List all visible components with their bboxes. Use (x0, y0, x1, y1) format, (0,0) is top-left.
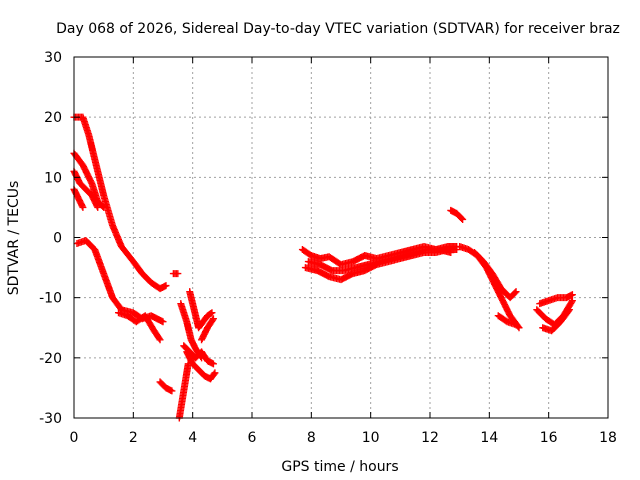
grid-layer (74, 57, 608, 418)
data-point-marker (512, 288, 520, 296)
series-track-e (73, 237, 167, 326)
x-tick-label: 18 (599, 430, 617, 446)
data-point-marker (174, 270, 182, 278)
series-track-m (183, 348, 219, 383)
series-track-x (539, 306, 573, 335)
x-axis-label: GPS time / hours (281, 459, 398, 475)
x-tick-label: 4 (188, 430, 197, 446)
series-track-f (115, 309, 164, 344)
y-axis-label: SDTVAR / TECUs (6, 181, 22, 296)
data-point-marker (568, 298, 576, 306)
x-tick-label: 10 (362, 430, 380, 446)
series-track-q (304, 246, 455, 275)
data-point-marker (209, 360, 217, 368)
data-points (70, 113, 576, 422)
x-tick-label: 12 (421, 430, 439, 446)
y-tick-label: -20 (39, 351, 62, 367)
data-point-marker (208, 309, 216, 317)
data-point-marker (447, 249, 455, 257)
data-point-marker (209, 315, 217, 323)
data-point-marker (159, 318, 167, 326)
series-track-c (70, 167, 102, 211)
data-point-marker (168, 387, 176, 395)
data-point-marker (162, 282, 170, 290)
series-track-r (447, 206, 467, 223)
data-point-marker (565, 307, 573, 315)
y-tick-label: 30 (44, 50, 62, 66)
series-track-i (175, 360, 192, 422)
data-point-marker (79, 203, 87, 211)
x-tick-label: 0 (70, 430, 79, 446)
series-track-h (156, 378, 176, 395)
x-tick-label: 16 (540, 430, 558, 446)
series-track-w (536, 291, 576, 308)
y-tick-label: 0 (53, 231, 62, 247)
chart-title: Day 068 of 2026, Sidereal Day-to-day VTE… (56, 21, 620, 37)
series-track-u (494, 312, 520, 329)
data-point-marker (459, 215, 467, 223)
y-tick-label: 20 (44, 110, 62, 126)
data-point-marker (209, 316, 217, 324)
series-track-l (180, 342, 217, 368)
x-tick-label: 2 (129, 430, 138, 446)
x-tick-label: 8 (307, 430, 316, 446)
x-tick-label: 6 (248, 430, 257, 446)
x-tick-label: 14 (480, 430, 498, 446)
data-point-marker (210, 370, 218, 378)
data-point-marker (512, 321, 520, 329)
y-tick-label: -30 (39, 411, 62, 427)
axis-layer: 0 2 4 6 8 10 12 14 16 18 -30 -20 -10 0 10 20 30 (39, 50, 617, 446)
data-point-marker (155, 334, 163, 342)
data-point-marker (511, 289, 519, 297)
data-point-marker (100, 203, 108, 211)
data-point-marker (94, 203, 102, 211)
y-tick-label: -10 (39, 291, 62, 307)
series-track-g (169, 270, 182, 278)
y-tick-label: 10 (44, 170, 62, 186)
series-track-k (186, 288, 216, 332)
data-point-marker (565, 306, 573, 314)
data-point-marker (458, 214, 466, 222)
data-point-marker (211, 369, 219, 377)
data-point-marker (156, 336, 164, 344)
data-point-marker (207, 309, 215, 317)
data-point-marker (568, 297, 576, 305)
series-track-t (471, 249, 520, 302)
data-point-marker (568, 291, 576, 299)
series-track-n (198, 315, 217, 344)
